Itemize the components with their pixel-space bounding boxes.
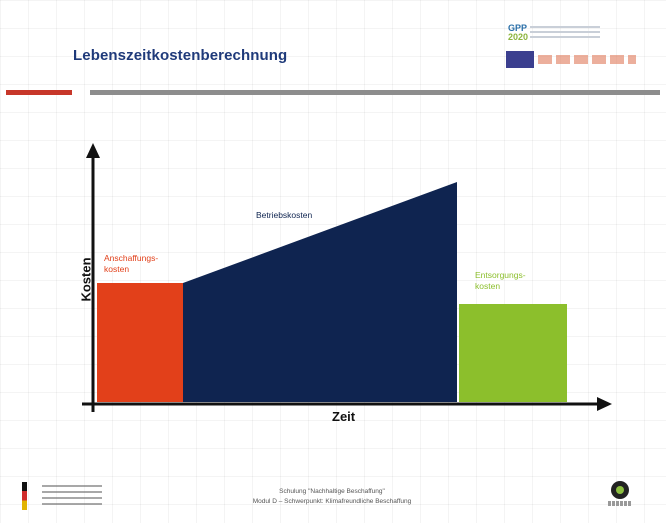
accent-bar (6, 90, 72, 95)
footer-line1: Schulung "Nachhaltige Beschaffung" (279, 488, 385, 495)
footer-line2: Modul D – Schwerpunkt: Klimafreundliche … (252, 498, 412, 505)
divider-bar (90, 90, 660, 95)
gpp-logo-caption (530, 26, 600, 40)
partner-logo-circle (611, 481, 629, 499)
y-axis-label: Kosten (78, 257, 94, 302)
x-axis-arrowhead (597, 397, 612, 411)
ministry-name-caption (42, 485, 102, 505)
slide-title: Lebenszeitkostenberechnung (73, 47, 288, 64)
betriebskosten-area (183, 182, 457, 402)
entsorgungskosten-label-line1: Entsorgungs- (475, 270, 526, 280)
partner-logo (608, 481, 632, 509)
entsorgungskosten-block (459, 304, 567, 402)
y-axis-arrowhead (86, 143, 100, 158)
anschaffungskosten-label: Anschaffungs- kosten (104, 253, 158, 275)
anschaffungskosten-label-line2: kosten (104, 264, 130, 274)
anschaffungskosten-block (97, 283, 183, 402)
gpp-logo: GPP 2020 (508, 24, 608, 46)
federal-ministry-logo (22, 482, 102, 512)
slide-footer: Schulung "Nachhaltige Beschaffung" Modul… (190, 487, 474, 507)
gpp-logo-mark: GPP 2020 (508, 24, 528, 42)
entsorgungskosten-label: Entsorgungs- kosten (475, 270, 526, 292)
gpp-logo-text: GPP (508, 23, 528, 33)
entsorgungskosten-label-line2: kosten (475, 281, 501, 291)
eu-funding-caption (538, 55, 636, 64)
x-axis-label: Zeit (332, 409, 356, 424)
partner-logo-caption (608, 501, 632, 506)
german-flag-stripe (22, 482, 27, 510)
anschaffungskosten-label-line1: Anschaffungs- (104, 253, 159, 263)
gpp-logo-year: 2020 (508, 32, 529, 42)
eu-flag-logo (506, 51, 534, 68)
betriebskosten-label: Betriebskosten (256, 210, 313, 220)
